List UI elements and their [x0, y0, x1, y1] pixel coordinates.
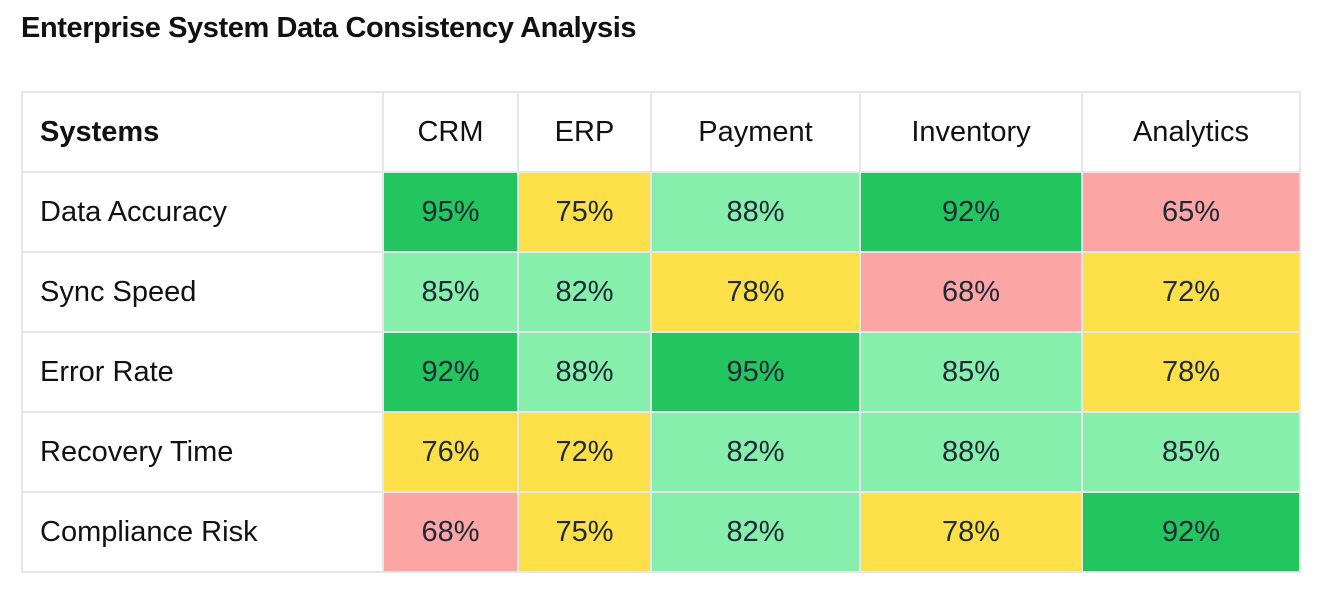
- column-header: Analytics: [1081, 91, 1301, 173]
- heatmap-body: Data Accuracy 95% 75% 88% 92% 65% Sync S…: [21, 171, 1301, 573]
- chart-title: Enterprise System Data Consistency Analy…: [21, 12, 637, 44]
- heat-cell: 78%: [1081, 331, 1301, 413]
- heat-cell: 72%: [517, 411, 652, 493]
- column-header: ERP: [517, 91, 652, 173]
- table-row: Compliance Risk 68% 75% 82% 78% 92%: [21, 491, 1301, 573]
- heat-cell: 88%: [517, 331, 652, 413]
- heat-cell: 92%: [1081, 491, 1301, 573]
- heat-cell: 85%: [859, 331, 1083, 413]
- heat-cell: 65%: [1081, 171, 1301, 253]
- heat-cell: 92%: [859, 171, 1083, 253]
- heat-cell: 75%: [517, 491, 652, 573]
- heat-cell: 82%: [650, 491, 861, 573]
- heat-cell: 85%: [1081, 411, 1301, 493]
- heat-cell: 78%: [650, 251, 861, 333]
- table-row: Error Rate 92% 88% 95% 85% 78%: [21, 331, 1301, 413]
- heat-cell: 88%: [859, 411, 1083, 493]
- heat-cell: 72%: [1081, 251, 1301, 333]
- row-label: Compliance Risk: [21, 491, 384, 573]
- row-label: Data Accuracy: [21, 171, 384, 253]
- column-header: CRM: [382, 91, 519, 173]
- table-row: Sync Speed 85% 82% 78% 68% 72%: [21, 251, 1301, 333]
- heat-cell: 88%: [650, 171, 861, 253]
- row-label: Recovery Time: [21, 411, 384, 493]
- table-row: Recovery Time 76% 72% 82% 88% 85%: [21, 411, 1301, 493]
- heat-cell: 82%: [650, 411, 861, 493]
- heat-cell: 82%: [517, 251, 652, 333]
- column-header: Inventory: [859, 91, 1083, 173]
- heat-cell: 75%: [517, 171, 652, 253]
- row-label: Sync Speed: [21, 251, 384, 333]
- table-row: Data Accuracy 95% 75% 88% 92% 65%: [21, 171, 1301, 253]
- heat-cell: 68%: [859, 251, 1083, 333]
- heat-cell: 76%: [382, 411, 519, 493]
- heat-cell: 95%: [382, 171, 519, 253]
- row-label: Error Rate: [21, 331, 384, 413]
- heat-cell: 68%: [382, 491, 519, 573]
- heat-cell: 95%: [650, 331, 861, 413]
- corner-header: Systems: [21, 91, 384, 173]
- heatmap-table: Systems CRM ERP Payment Inventory Analyt…: [21, 91, 1301, 573]
- header-row: Systems CRM ERP Payment Inventory Analyt…: [21, 91, 1301, 173]
- heat-cell: 85%: [382, 251, 519, 333]
- heat-cell: 92%: [382, 331, 519, 413]
- heat-cell: 78%: [859, 491, 1083, 573]
- column-header: Payment: [650, 91, 861, 173]
